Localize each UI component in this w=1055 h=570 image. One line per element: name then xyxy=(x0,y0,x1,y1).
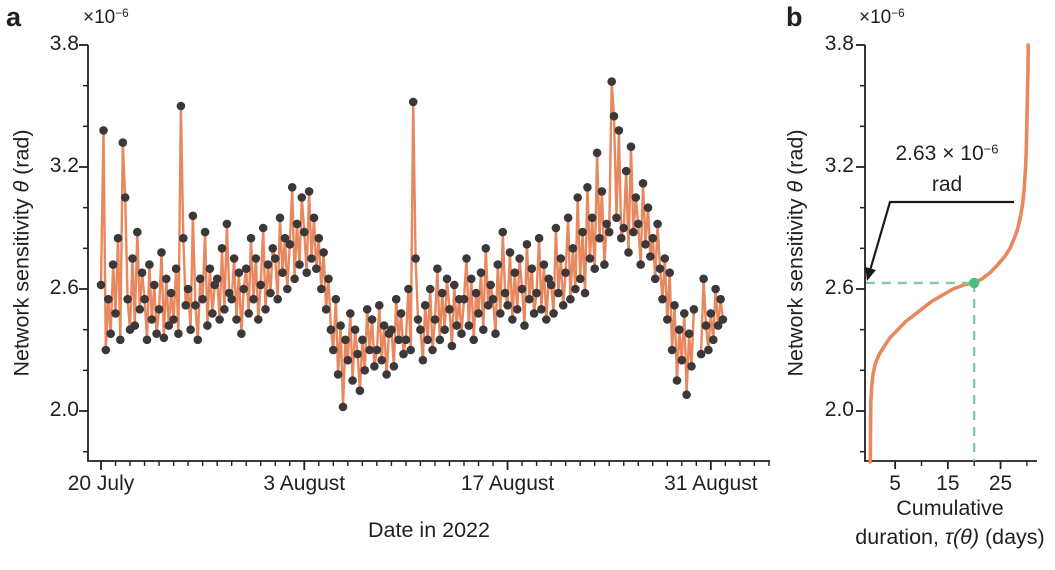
panel-a-x-axis-label: Date in 2022 xyxy=(368,518,490,542)
panel-b-y-scale-note: ×10−6 xyxy=(859,7,905,29)
annotation-value-base: 2.63 × 10 xyxy=(895,142,984,165)
y-label-unit: (rad) xyxy=(783,129,808,181)
scale-exponent: −6 xyxy=(115,7,129,21)
panel-a-x-tick-label: 17 August xyxy=(460,472,555,495)
threshold-point xyxy=(969,277,980,289)
panel-a-axes xyxy=(87,45,770,462)
scale-exponent: −6 xyxy=(891,7,905,21)
panel-b-y-axis-label: Network sensitivity θ (rad) xyxy=(784,129,809,376)
threshold-annotation: 2.63 × 10−6 rad xyxy=(895,138,998,200)
x-label-line2: duration, τ(θ) (days) xyxy=(855,523,1044,552)
panel-a-y-tick-label: 3.8 xyxy=(49,32,79,55)
scale-base: ×10 xyxy=(83,7,116,28)
annotation-arrow-shaft xyxy=(869,200,1014,269)
panel-a-y-scale-note: ×10−6 xyxy=(83,7,129,29)
panel-a-x-tick-label: 3 August xyxy=(263,472,346,495)
y-label-unit: (rad) xyxy=(9,129,34,181)
panel-b-axes xyxy=(864,45,1037,462)
panel-a-letter: a xyxy=(6,2,22,32)
panel-b-y-tick-label: 3.2 xyxy=(824,153,854,177)
panel-b-letter: b xyxy=(786,2,803,32)
x-label-tau-theta: τ(θ) xyxy=(944,525,979,549)
panel-b-x-axis-label: Cumulative duration, τ(θ) (days) xyxy=(855,494,1044,552)
x-label-line2-post: (days) xyxy=(978,525,1045,549)
panel-a-x-tick-label: 20 July xyxy=(67,472,135,495)
panel-a-y-axis-label: Network sensitivity θ (rad) xyxy=(10,129,35,376)
panel-b-y-tick-label: 3.8 xyxy=(824,32,854,55)
x-label-line1: Cumulative xyxy=(896,496,1004,520)
panel-a-data-points xyxy=(96,77,728,412)
panel-b-y-tick-label: 2.0 xyxy=(824,397,854,421)
annotation-value-exponent: −6 xyxy=(983,141,999,157)
panel-b-y-tick-label: 2.6 xyxy=(824,275,854,299)
y-label-text: Network sensitivity xyxy=(783,192,808,377)
x-label-line2-pre: duration, xyxy=(855,525,945,549)
annotation-arrowhead xyxy=(865,267,876,281)
scale-base: ×10 xyxy=(859,7,892,28)
y-label-theta: θ xyxy=(783,180,808,193)
annotation-value: 2.63 × 10−6 xyxy=(895,138,998,169)
panel-a-series-line xyxy=(99,80,725,409)
y-label-theta: θ xyxy=(9,180,34,193)
panel-a-x-tick-label: 31 August xyxy=(664,472,758,495)
y-label-text: Network sensitivity xyxy=(9,192,34,377)
annotation-unit: rad xyxy=(931,173,963,196)
panel-b-x-tick-label: 25 xyxy=(988,472,1013,495)
panel-a-y-tick-label: 2.6 xyxy=(49,275,79,299)
panel-b-x-tick-label: 15 xyxy=(936,472,960,495)
panel-b-x-tick-label: 5 xyxy=(889,472,901,495)
panel-a-y-tick-label: 3.2 xyxy=(49,153,79,177)
panel-a-y-tick-label: 2.0 xyxy=(49,397,79,421)
panel-b-cumulative-curve xyxy=(868,43,1030,464)
